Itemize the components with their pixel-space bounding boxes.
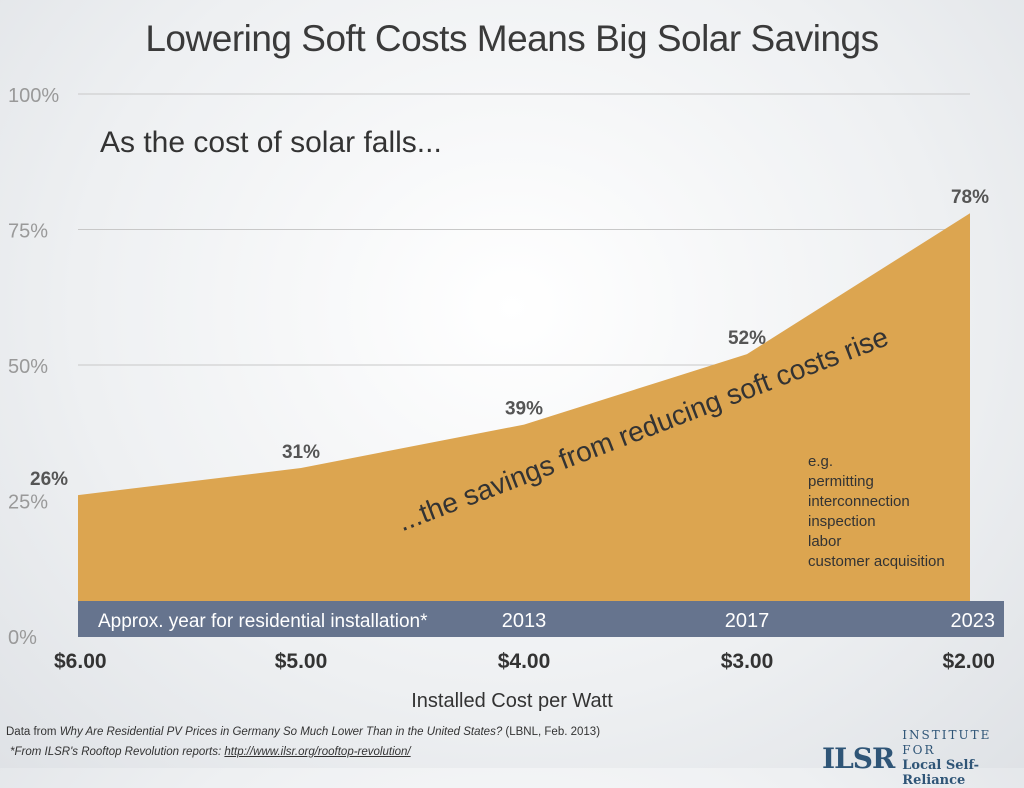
year-label: 2017 [725, 610, 770, 632]
data-label: 26% [30, 469, 68, 490]
example-item: labor [808, 533, 842, 550]
data-label: 39% [505, 399, 543, 420]
y-tick-label: 50% [8, 356, 48, 378]
example-item: customer acquisition [808, 553, 945, 570]
subtitle: As the cost of solar falls... [100, 126, 442, 159]
footnote-link[interactable]: http://www.ilsr.org/rooftop-revolution/ [224, 746, 411, 758]
y-tick-label: 75% [8, 221, 48, 243]
area-chart: 0% 25% 50% 75% 100% Approx. year for resident… [8, 85, 1004, 673]
footnote: *From ILSR's Rooftop Revolution reports:… [10, 746, 411, 758]
data-label: 31% [282, 442, 320, 463]
y-tick-label: 25% [8, 492, 48, 514]
logo-line1: INSTITUTE FOR [902, 728, 992, 757]
x-tick-label: $5.00 [275, 650, 328, 673]
source-suffix: (LBNL, Feb. 2013) [502, 726, 601, 738]
chart-title: Lowering Soft Costs Means Big Solar Savi… [145, 18, 879, 59]
example-item: inspection [808, 513, 876, 530]
ilsr-logo: ILSR INSTITUTE FOR Local Self-Reliance [822, 728, 1024, 788]
source-prefix: Data from [6, 726, 60, 738]
x-tick-label: $3.00 [721, 650, 774, 673]
year-label: 2023 [951, 610, 996, 632]
logo-line2: Local Self-Reliance [902, 758, 980, 788]
year-label: 2013 [502, 610, 547, 632]
source-note: Data from Why Are Residential PV Prices … [6, 726, 600, 738]
data-label: 52% [728, 328, 766, 349]
example-item: e.g. [808, 453, 834, 470]
example-item: permitting [808, 473, 874, 490]
y-tick-label: 0% [8, 627, 37, 649]
logo-mark: ILSR [822, 741, 895, 775]
x-tick-label: $4.00 [498, 650, 551, 673]
footnote-text: *From ILSR's Rooftop Revolution reports: [10, 746, 225, 758]
x-tick-label: $6.00 [54, 650, 107, 673]
data-label: 78% [951, 187, 989, 208]
area-series [78, 213, 970, 637]
example-item: interconnection [808, 493, 910, 510]
x-axis-label: Installed Cost per Watt [411, 690, 613, 712]
examples-list: e.g. permitting interconnection inspecti… [808, 452, 945, 572]
year-band [78, 601, 1004, 637]
source-title: Why Are Residential PV Prices in Germany… [59, 726, 503, 738]
y-tick-label: 100% [8, 85, 59, 107]
year-band-label: Approx. year for residential installatio… [98, 611, 428, 632]
x-tick-label: $2.00 [942, 650, 995, 673]
